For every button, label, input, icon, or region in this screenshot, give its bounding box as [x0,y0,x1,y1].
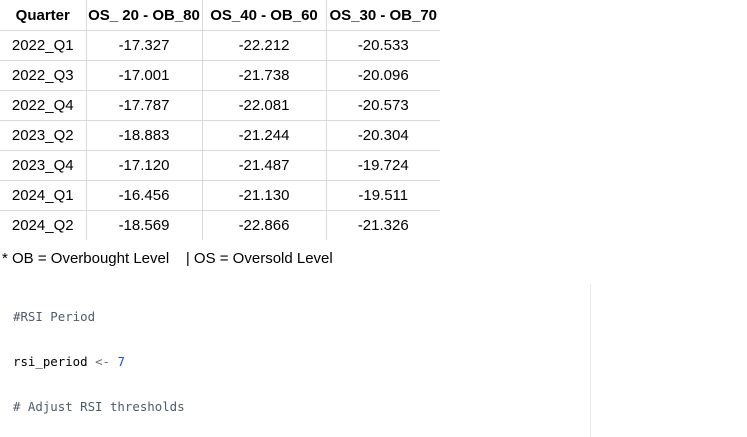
cell-value: -20.573 [325,90,440,121]
code-token: rsi_period [13,354,96,369]
cell-value: -19.724 [325,150,440,181]
cell-quarter: 2024_Q1 [0,180,86,211]
results-table: Quarter OS_ 20 - OB_80 OS_40 - OB_60 OS_… [0,0,440,240]
code-line: # Adjust RSI thresholds [6,399,747,414]
header-os20-ob80: OS_ 20 - OB_80 [85,0,202,31]
table-row: 2024_Q2 -18.569 -22.866 -21.326 [0,210,440,240]
cell-value: -17.001 [85,60,202,91]
cell-value: -20.096 [325,60,440,91]
header-os30-ob70: OS_30 - OB_70 [325,0,440,31]
cell-value: -20.304 [325,120,440,151]
cell-value: -17.787 [85,90,202,121]
header-quarter: Quarter [0,0,86,31]
header-os40-ob60: OS_40 - OB_60 [201,0,326,31]
table-row: 2022_Q4 -17.787 -22.081 -20.573 [0,90,440,121]
cell-quarter: 2024_Q2 [11,217,74,234]
cell-value: -17.327 [85,30,202,61]
code-line: rsi_period <- 7 [6,354,747,369]
cell-value: -18.569 [85,210,202,240]
cell-value: -16.456 [85,180,202,211]
cell-quarter: 2022_Q1 [0,30,86,61]
table-row: 2022_Q3 -17.001 -21.738 -20.096 [0,60,440,91]
table-row: 2022_Q1 -17.327 -22.212 -20.533 [0,30,440,61]
cell-value: -21.244 [201,120,326,151]
cell-quarter: 2022_Q4 [0,90,86,121]
cell-quarter: 2023_Q2 [0,120,86,151]
code-comment: #RSI Period [13,309,96,324]
cell-value: -21.738 [201,60,326,91]
cell-quarter: 2023_Q4 [0,150,86,181]
cell-value: -22.212 [201,30,326,61]
table-row: 2024_Q1 -16.456 -21.130 -19.511 [0,180,440,211]
code-comment: # Adjust RSI thresholds [13,399,185,414]
code-editor[interactable]: #RSI Period rsi_period <- 7 # Adjust RSI… [6,279,747,437]
cell-value: -22.866 [201,210,326,240]
code-line: #RSI Period [6,309,747,324]
cell-value: -21.487 [201,150,326,181]
cell-value: -17.120 [85,150,202,181]
cell-value: -19.511 [325,180,440,211]
table-row: 2023_Q4 -17.120 -21.487 -19.724 [0,150,440,181]
cell-value: -21.326 [325,210,440,240]
code-operator: <- [95,354,110,369]
cell-value: -18.883 [85,120,202,151]
legend-footnote: * OB = Overbought Level | OS = Oversold … [2,250,333,267]
code-number: 7 [109,354,125,369]
editor-ruler [590,284,591,437]
cell-value: -21.130 [201,180,326,211]
cell-value: -22.081 [201,90,326,121]
table-row: 2023_Q2 -18.883 -21.244 -20.304 [0,120,440,151]
cell-value: -20.533 [325,30,440,61]
table-header-row: Quarter OS_ 20 - OB_80 OS_40 - OB_60 OS_… [0,0,440,31]
cell-quarter: 2022_Q3 [0,60,86,91]
